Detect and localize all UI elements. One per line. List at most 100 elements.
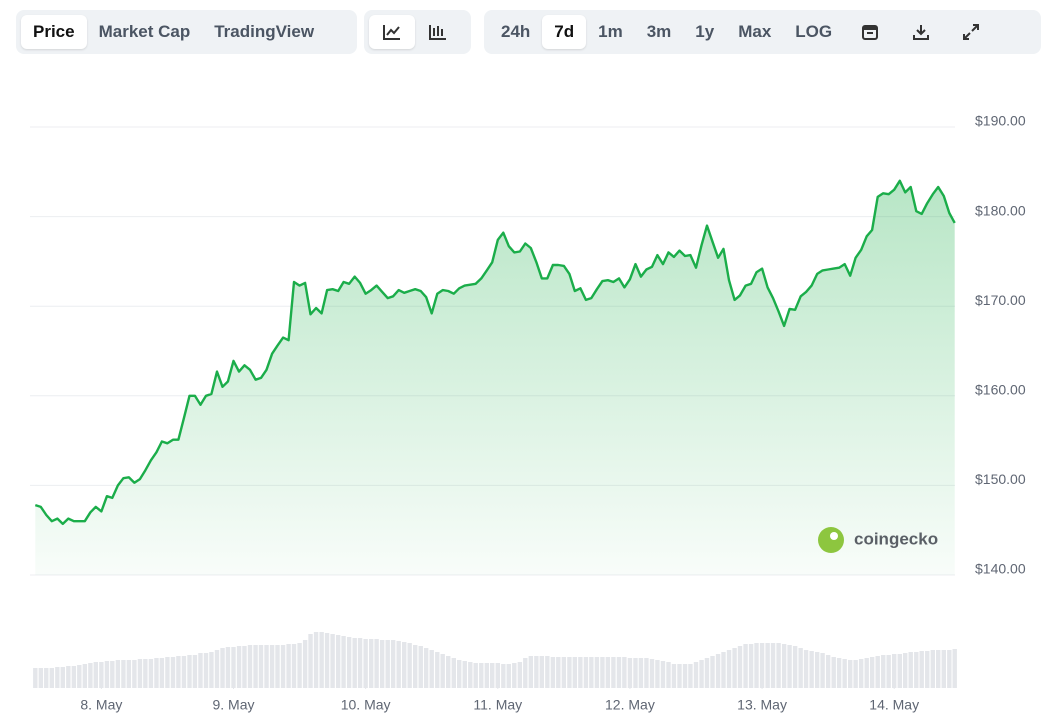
watermark-logo xyxy=(818,527,844,553)
volume-bar xyxy=(842,659,847,688)
volume-bar xyxy=(490,663,495,688)
watermark-text: coingecko xyxy=(854,529,938,548)
x-tick-label: 11. May xyxy=(473,697,522,713)
volume-bar xyxy=(121,660,126,688)
volume-bar xyxy=(352,638,357,688)
volume-bar xyxy=(848,660,853,688)
volume-bar xyxy=(600,657,605,688)
volume-bar xyxy=(897,654,902,688)
volume-bar xyxy=(154,658,159,688)
volume-bar xyxy=(137,659,143,688)
volume-bar xyxy=(919,651,924,688)
volume-bar xyxy=(330,634,335,688)
volume-bar xyxy=(809,651,814,688)
volume-bar xyxy=(280,645,286,688)
volume-bar xyxy=(473,663,478,688)
volume-bar xyxy=(319,632,324,688)
volume-bar xyxy=(754,643,759,688)
calendar-button[interactable] xyxy=(844,15,896,49)
candle-chart-button[interactable] xyxy=(415,15,461,49)
volume-bar xyxy=(143,659,148,688)
volume-bar xyxy=(616,657,622,688)
volume-bar xyxy=(947,650,952,688)
area xyxy=(35,180,955,576)
volume-bar xyxy=(925,651,930,688)
volume-bar xyxy=(858,659,864,688)
volume-bar xyxy=(688,664,693,688)
chart: $140.00 $150.00 $160.00 $170.00 $180.00 $190.… xyxy=(30,113,1026,713)
tab-price[interactable]: Price xyxy=(21,15,87,49)
log-toggle[interactable]: LOG xyxy=(795,22,833,41)
volume-bar xyxy=(682,664,688,688)
volume-bar xyxy=(165,657,170,688)
volume-bar xyxy=(534,656,539,688)
volume-bar xyxy=(561,657,567,688)
volume-bar xyxy=(110,661,115,688)
volume-bar xyxy=(776,643,781,688)
chart-style xyxy=(364,10,471,54)
y-tick-label: $150.00 xyxy=(975,471,1026,487)
volume-bar xyxy=(77,665,82,688)
volume-bar xyxy=(418,646,423,688)
tab-market-cap[interactable]: Market Cap xyxy=(98,22,191,41)
volume-bar xyxy=(402,642,407,688)
volume-bar xyxy=(941,650,946,688)
line-chart-button[interactable] xyxy=(369,15,415,49)
volume-bar xyxy=(611,657,616,688)
volume-bar xyxy=(583,657,589,688)
volume-bar xyxy=(831,657,836,688)
range-1y[interactable]: 1y xyxy=(695,22,715,41)
volume-bar xyxy=(60,667,65,688)
volume-bar xyxy=(286,644,291,688)
volume-bar xyxy=(214,650,220,688)
volume-bar xyxy=(737,646,743,688)
volume-bar xyxy=(198,653,203,688)
x-tick-label: 10. May xyxy=(341,697,391,713)
range-24h[interactable]: 24h xyxy=(501,22,531,41)
volume-bar xyxy=(787,645,792,688)
download-button[interactable] xyxy=(896,15,946,49)
volume-bar xyxy=(44,668,49,688)
volume-bar xyxy=(936,650,941,688)
volume-bar xyxy=(451,658,456,688)
volume-bar xyxy=(379,640,385,688)
range-3m[interactable]: 3m xyxy=(646,22,672,41)
y-tick-label: $160.00 xyxy=(975,382,1026,398)
volume-bar xyxy=(517,662,523,688)
fullscreen-button[interactable] xyxy=(946,15,996,49)
volume-bar xyxy=(231,647,236,688)
volume-bar xyxy=(869,657,875,688)
volume-bar xyxy=(291,644,297,688)
volume-bar xyxy=(748,644,754,688)
volume-bar xyxy=(501,664,506,688)
volume-bar xyxy=(732,648,737,688)
range-max[interactable]: Max xyxy=(738,22,772,41)
volume-bar xyxy=(892,654,897,688)
volume-bar xyxy=(71,666,77,688)
volume-bar xyxy=(264,645,269,688)
volume-bar xyxy=(814,652,820,688)
volume-bar xyxy=(864,658,869,688)
range-1m[interactable]: 1m xyxy=(598,22,623,41)
calendar-icon xyxy=(862,25,879,40)
x-tick-label: 13. May xyxy=(737,697,787,713)
y-tick-label: $140.00 xyxy=(975,561,1026,577)
volume-bar xyxy=(341,636,346,688)
volume-bar xyxy=(236,646,242,688)
volume-bar xyxy=(412,645,418,688)
volume-bar xyxy=(104,661,110,688)
volume-bar xyxy=(825,655,831,688)
volume-bar xyxy=(660,661,666,688)
volume-bar xyxy=(225,647,231,688)
candle-icon xyxy=(429,25,446,40)
tab-tradingview[interactable]: TradingView xyxy=(214,22,315,41)
volume-bar xyxy=(908,652,913,688)
volume-bar xyxy=(902,653,908,688)
volume-bar xyxy=(423,648,429,688)
volume-bar xyxy=(605,657,611,688)
volume-bar xyxy=(798,648,803,688)
volume-bar xyxy=(66,666,71,688)
volume-bar xyxy=(159,658,165,688)
range-7d[interactable]: 7d xyxy=(542,15,587,49)
volume-bar xyxy=(952,649,957,688)
